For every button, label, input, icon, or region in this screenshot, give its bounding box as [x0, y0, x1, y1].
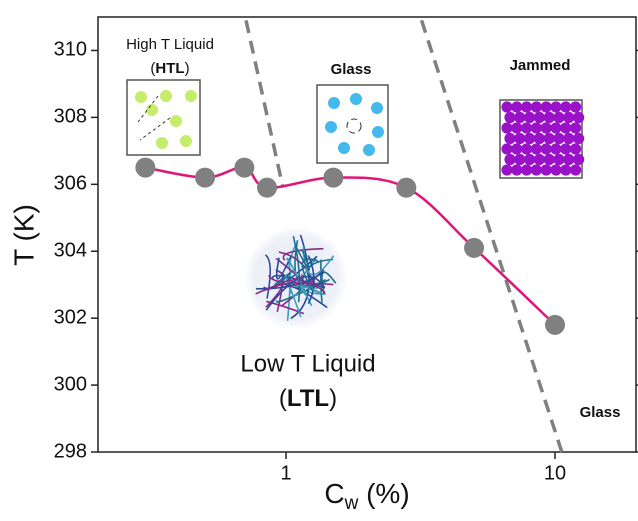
data-point — [396, 178, 416, 198]
annotation: (LTL) — [279, 385, 337, 412]
htl-icon — [127, 80, 200, 155]
data-point — [545, 315, 565, 335]
data-point — [257, 178, 277, 198]
annotation: Glass — [331, 61, 372, 78]
glass-icon — [317, 85, 388, 163]
x-tick-label: 1 — [280, 462, 291, 484]
data-point — [464, 238, 484, 258]
annotation: Low T Liquid — [240, 350, 375, 377]
ltl-icon — [244, 226, 348, 330]
y-tick-label: 304 — [54, 240, 87, 262]
y-tick-label: 302 — [54, 306, 87, 328]
data-point — [323, 168, 343, 188]
annotation: Glass — [580, 404, 621, 421]
data-point — [234, 158, 254, 178]
data-point — [135, 158, 155, 178]
x-axis-label: Cw (%) — [324, 478, 409, 514]
annotation: (HTL) — [150, 60, 189, 77]
x-tick-label: 10 — [544, 462, 566, 484]
jammed-icon — [500, 100, 584, 178]
data-point — [195, 168, 215, 188]
y-axis-label: T (K) — [8, 204, 39, 266]
y-tick-label: 298 — [54, 440, 87, 462]
y-tick-label: 300 — [54, 373, 87, 395]
phase-boundary — [422, 20, 562, 452]
annotation: Jammed — [510, 57, 571, 74]
chart: High T Liquid (HTL) Glass Jammed Low T L… — [0, 0, 638, 516]
y-tick-label: 306 — [54, 173, 87, 195]
annotation: High T Liquid — [126, 36, 214, 53]
y-tick-label: 310 — [54, 39, 87, 61]
y-tick-label: 308 — [54, 106, 87, 128]
